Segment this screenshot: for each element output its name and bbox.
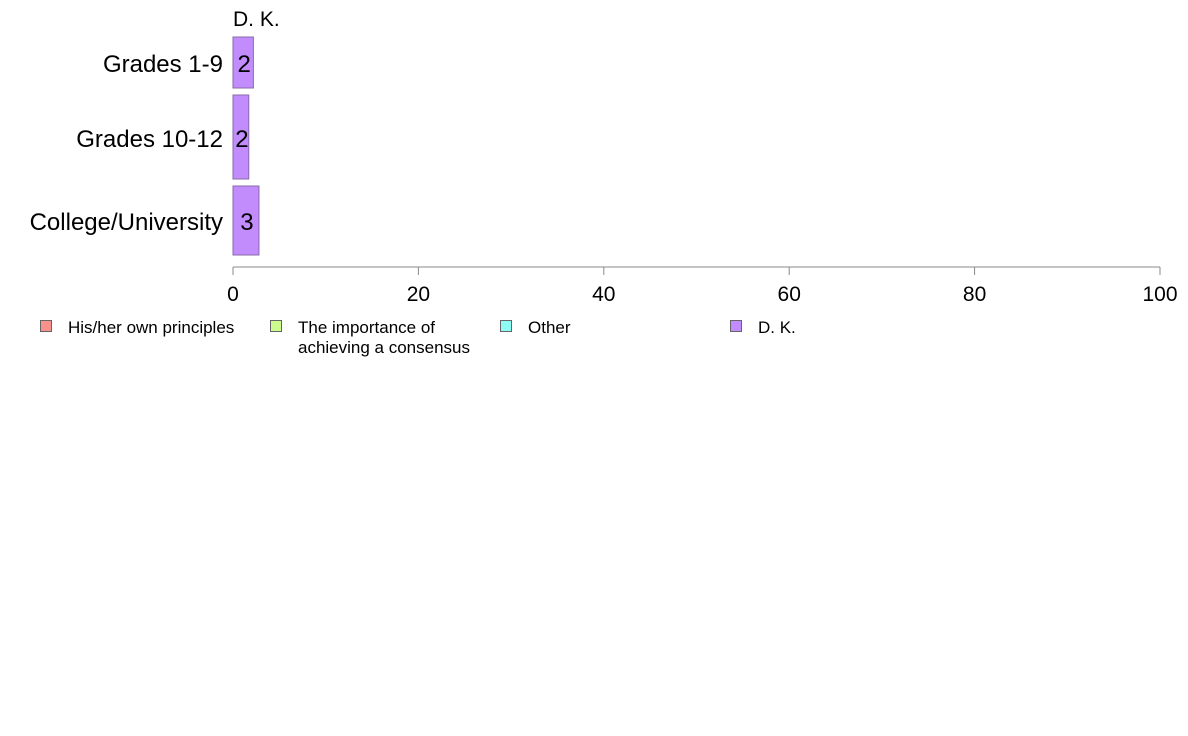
legend-item-own-principles: His/her own principles <box>40 318 234 338</box>
data-label: 2 <box>235 126 248 153</box>
legend-label-other: Other <box>528 318 571 337</box>
x-tick-label: 80 <box>963 283 986 306</box>
legend-item-dk: D. K. <box>730 318 796 338</box>
data-label: 3 <box>240 209 253 236</box>
category-label: College/University <box>30 209 223 236</box>
x-tick-label: 100 <box>1142 283 1177 306</box>
x-tick-label: 40 <box>592 283 615 306</box>
bar-segment <box>232 94 250 180</box>
stacked-bar-chart: D. K. Grades 1-9 2 Grades 10-12 2 College/Un… <box>30 8 1178 306</box>
x-tick-label: 60 <box>778 283 801 306</box>
legend-swatch-dk <box>730 320 742 332</box>
x-axis: 0 20 40 60 80 100 <box>227 266 1178 306</box>
data-label: 2 <box>238 51 251 78</box>
legend-label-own-principles: His/her own principles <box>68 318 235 337</box>
bars-group: Grades 1-9 2 Grades 10-12 2 College/Universi… <box>30 36 260 256</box>
x-tick-label: 20 <box>407 283 430 306</box>
x-tick-label: 0 <box>227 283 239 306</box>
legend-swatch-own-principles <box>40 320 52 332</box>
bar-segment <box>232 185 260 256</box>
category-label: Grades 10-12 <box>76 126 223 153</box>
legend-label-dk: D. K. <box>758 318 796 337</box>
bar-segment <box>232 36 254 89</box>
category-label: Grades 1-9 <box>103 51 223 78</box>
legend-item-consensus: The importance of achieving a consensus <box>270 318 470 358</box>
legend-swatch-consensus <box>270 320 282 332</box>
legend: His/her own principles The importance of… <box>0 318 1188 368</box>
legend-item-other: Other <box>500 318 571 338</box>
legend-swatch-other <box>500 320 512 332</box>
top-series-label: D. K. <box>233 8 280 31</box>
legend-label-consensus: The importance of achieving a consensus <box>298 318 471 357</box>
